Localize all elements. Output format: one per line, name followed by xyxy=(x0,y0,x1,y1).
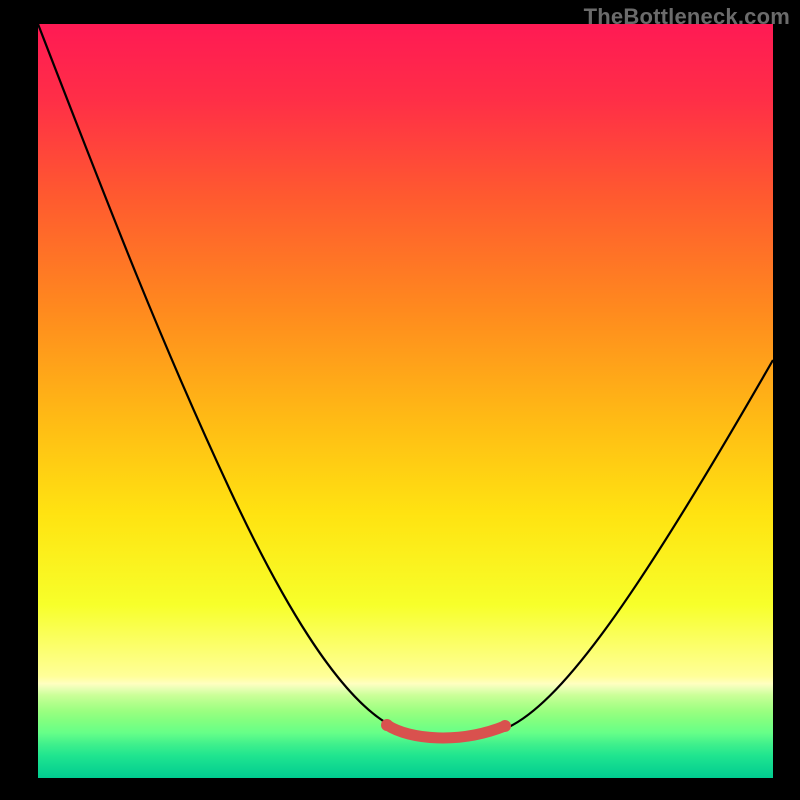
frame-right xyxy=(773,0,800,800)
sweet-spot-dot-right xyxy=(499,720,511,732)
watermark-text: TheBottleneck.com xyxy=(584,4,790,30)
chart-stage: TheBottleneck.com xyxy=(0,0,800,800)
frame-bottom xyxy=(0,778,800,800)
sweet-spot-dot-left xyxy=(381,719,393,731)
plot-background xyxy=(38,24,773,778)
chart-svg xyxy=(0,0,800,800)
frame-left xyxy=(0,0,38,800)
